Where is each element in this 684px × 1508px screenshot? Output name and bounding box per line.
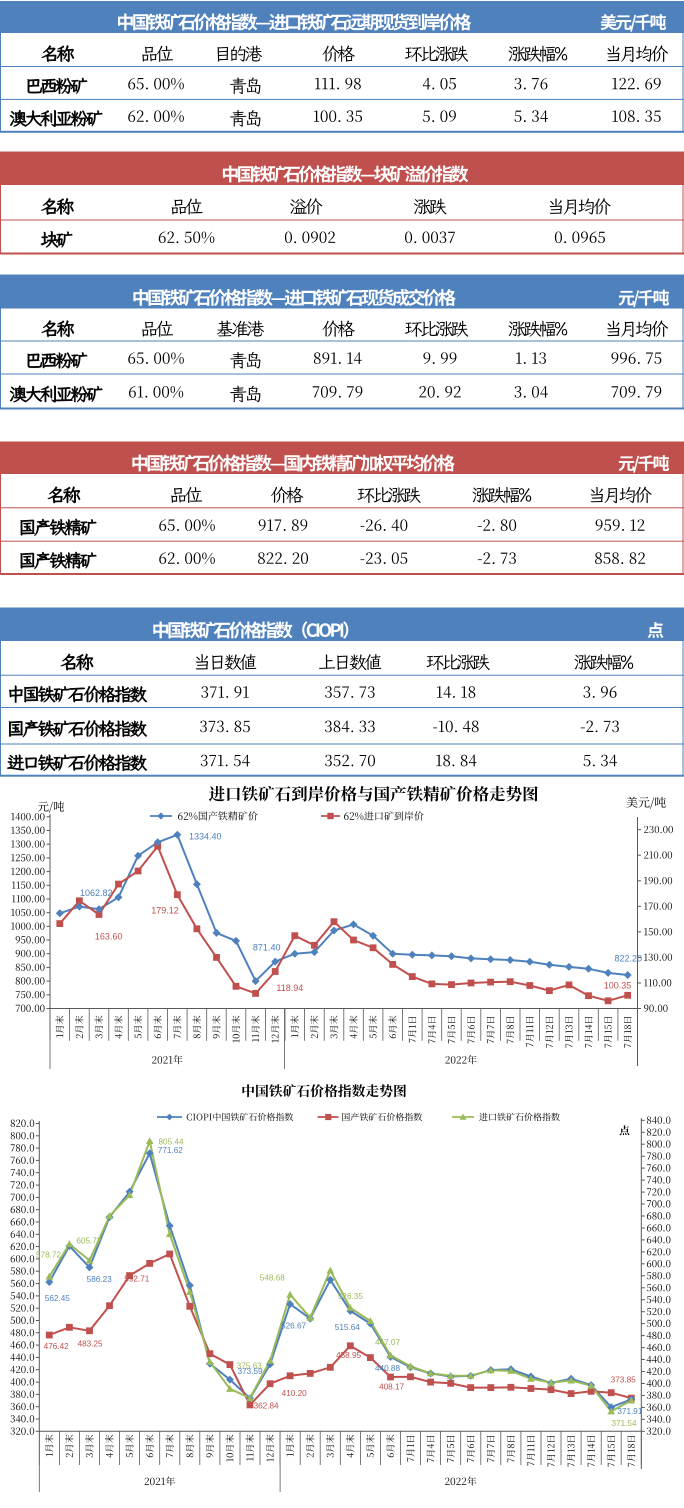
svg-text:586.23: 586.23 [87, 1275, 112, 1284]
svg-text:476.42: 476.42 [44, 1342, 69, 1351]
svg-text:440.88: 440.88 [375, 1364, 400, 1373]
svg-text:1334.40: 1334.40 [189, 831, 222, 841]
svg-text:526.35: 526.35 [338, 1292, 363, 1301]
svg-text:458.95: 458.95 [336, 1351, 361, 1360]
svg-text:592.71: 592.71 [124, 1274, 149, 1283]
svg-text:163.60: 163.60 [95, 932, 123, 942]
svg-text:371.54: 371.54 [611, 1419, 636, 1428]
svg-text:871.40: 871.40 [253, 943, 281, 953]
svg-text:410.20: 410.20 [282, 1389, 307, 1398]
svg-text:548.68: 548.68 [260, 1273, 285, 1282]
svg-text:408.17: 408.17 [379, 1383, 404, 1392]
svg-text:483.25: 483.25 [78, 1339, 103, 1348]
svg-text:118.94: 118.94 [276, 983, 303, 993]
svg-text:375.63: 375.63 [237, 1362, 262, 1371]
svg-text:362.84: 362.84 [254, 1401, 279, 1410]
svg-text:605.72: 605.72 [76, 1237, 101, 1246]
svg-text:562.45: 562.45 [45, 1294, 70, 1303]
svg-text:578.72: 578.72 [36, 1251, 61, 1260]
svg-text:526.67: 526.67 [281, 1322, 306, 1331]
svg-text:771.62: 771.62 [158, 1146, 183, 1155]
svg-text:805.44: 805.44 [158, 1137, 183, 1146]
svg-text:373.85: 373.85 [611, 1376, 636, 1385]
svg-text:822.20: 822.20 [615, 954, 643, 964]
svg-text:373.59: 373.59 [238, 1367, 263, 1376]
svg-text:447.07: 447.07 [375, 1338, 400, 1347]
svg-text:100.35: 100.35 [604, 981, 632, 991]
svg-text:179.12: 179.12 [151, 905, 179, 915]
svg-text:1062.82: 1062.82 [80, 888, 113, 898]
svg-text:371.91: 371.91 [617, 1407, 642, 1416]
svg-text:515.64: 515.64 [335, 1323, 360, 1332]
